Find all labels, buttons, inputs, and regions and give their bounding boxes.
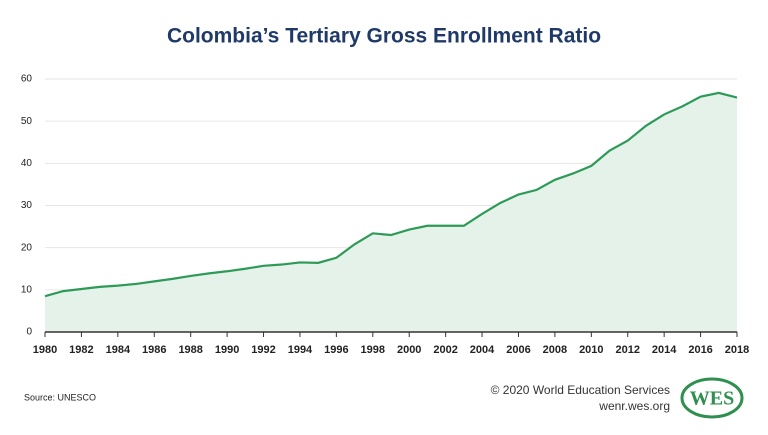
x-tick-label: 1994 [288,344,313,356]
y-tick-label: 40 [21,158,33,169]
x-tick-label: 1990 [215,344,239,356]
credit: © 2020 World Education Services [491,383,670,397]
area [45,92,737,332]
x-tick-label: 2012 [615,344,639,356]
x-tick-label: 2006 [506,344,530,356]
x-tick-label: 2002 [433,344,457,356]
x-tick-label: 2004 [470,344,495,356]
x-tick-label: 2014 [652,344,677,356]
x-tick-label: 1982 [69,344,93,356]
x-tick-label: 2000 [397,344,421,356]
x-tick-label: 2010 [579,344,603,356]
y-tick-label: 50 [21,116,33,127]
x-tick-label: 1980 [33,344,57,356]
x-tick-label: 2016 [688,344,712,356]
y-tick-label: 20 [21,242,33,253]
x-tick-label: 2008 [543,344,567,356]
x-tick-label: 2018 [725,344,749,356]
site: wenr.wes.org [598,399,670,413]
x-tick-label: 1986 [142,344,166,356]
y-tick-label: 0 [26,327,32,338]
line [44,91,738,298]
source: Source: UNESCO [24,392,96,402]
logo: WES [690,388,734,410]
x-tick-label: 1984 [106,344,131,356]
chart-title: Colombia’s Tertiary Gross Enrollment Rat… [167,25,601,48]
y-tick-label: 60 [21,74,33,85]
x-tick-label: 1988 [178,344,202,356]
y-tick-label: 10 [21,284,33,295]
x-tick-label: 1996 [324,344,348,356]
y-tick-label: 30 [21,200,33,211]
logo-ring [680,377,744,419]
x-tick-label: 1998 [361,344,385,356]
x-tick-label: 1992 [251,344,275,356]
